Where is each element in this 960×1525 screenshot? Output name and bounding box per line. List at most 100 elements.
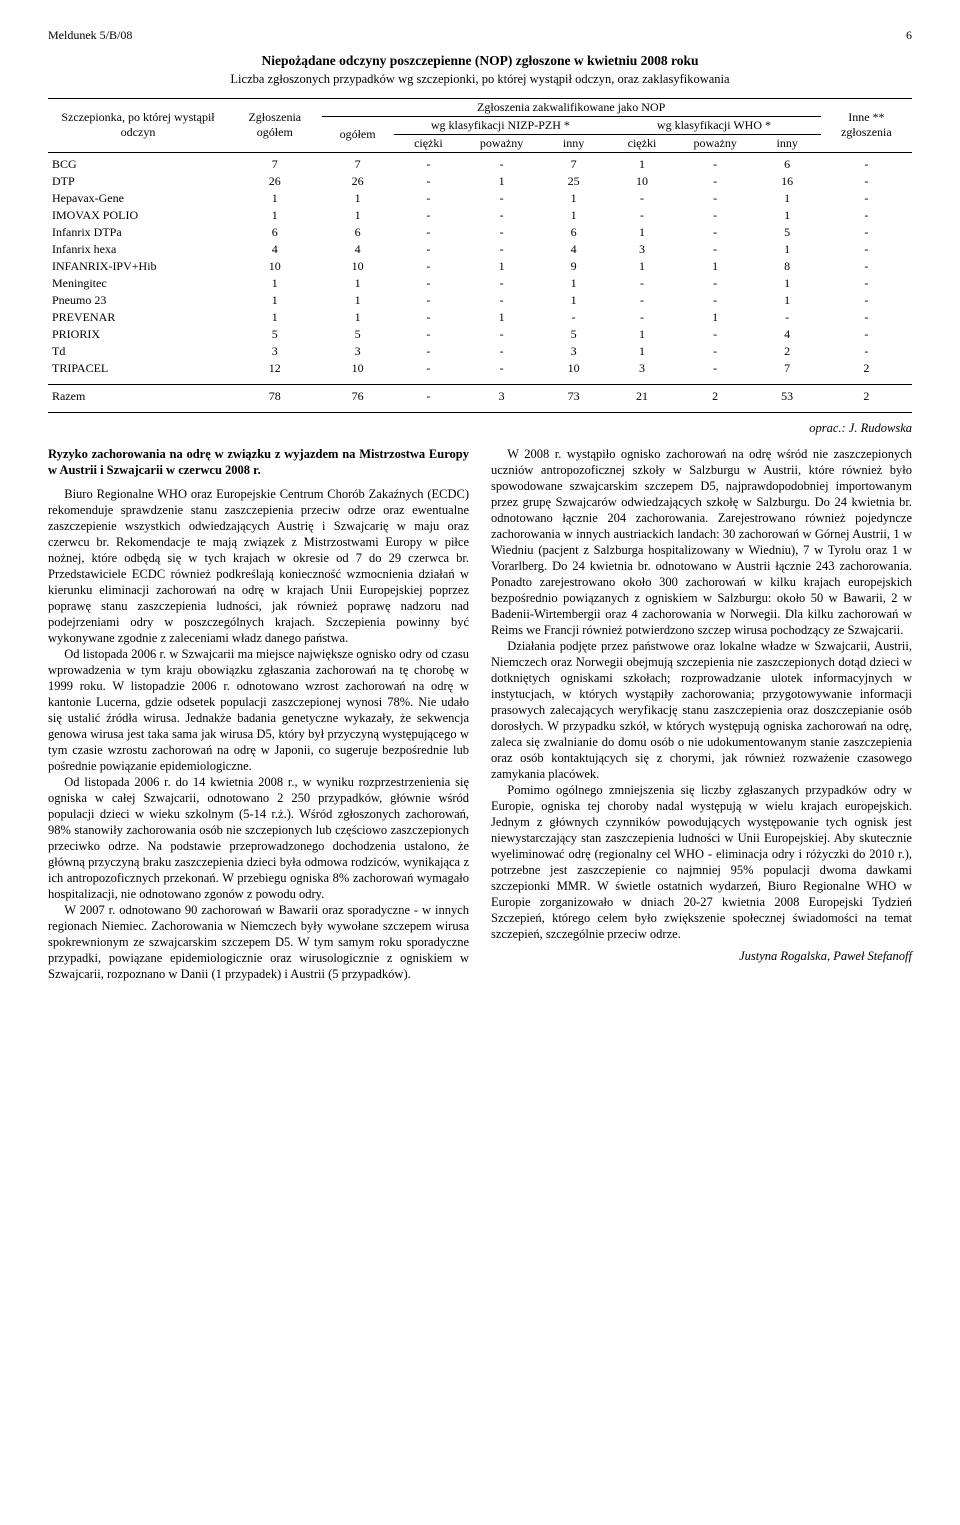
- table-cell: 3: [540, 343, 607, 360]
- table-total-cell: 21: [607, 385, 677, 408]
- table-cell: 25: [540, 173, 607, 190]
- table-total-cell: 2: [821, 385, 912, 408]
- article-title: Ryzyko zachorowania na odrę w związku z …: [48, 446, 469, 478]
- table-total-row: Razem7876-373212532: [48, 385, 912, 408]
- table-cell: -: [463, 241, 540, 258]
- table-cell: 6: [322, 224, 394, 241]
- table-cell: -: [394, 207, 464, 224]
- table-cell: 3: [607, 241, 677, 258]
- table-row: Hepavax-Gene11--1--1-: [48, 190, 912, 207]
- table-cell: Infanrix DTPa: [48, 224, 228, 241]
- th-powazny1: poważny: [463, 134, 540, 152]
- table-cell: -: [677, 343, 754, 360]
- table-cell: -: [463, 152, 540, 173]
- article-p4: W 2007 r. odnotowano 90 zachorowań w Baw…: [48, 902, 469, 982]
- table-cell: -: [821, 292, 912, 309]
- table-cell: 26: [322, 173, 394, 190]
- table-cell: 1: [228, 207, 322, 224]
- table-row: INFANRIX-IPV+Hib1010-19118-: [48, 258, 912, 275]
- table-cell: 1: [754, 292, 821, 309]
- table-cell: -: [463, 275, 540, 292]
- table-cell: 7: [228, 152, 322, 173]
- table-cell: -: [394, 275, 464, 292]
- table-cell: 4: [228, 241, 322, 258]
- table-cell: -: [821, 275, 912, 292]
- table-cell: 6: [540, 224, 607, 241]
- table-cell: 1: [754, 190, 821, 207]
- table-cell: BCG: [48, 152, 228, 173]
- nop-table: Szczepionka, po której wystąpił odczyn Z…: [48, 98, 912, 380]
- table-cell: 7: [540, 152, 607, 173]
- table-cell: 10: [607, 173, 677, 190]
- table-cell: -: [821, 241, 912, 258]
- table-cell: -: [677, 173, 754, 190]
- table-cell: -: [540, 309, 607, 326]
- table-cell: 1: [540, 292, 607, 309]
- table-row: IMOVAX POLIO11--1--1-: [48, 207, 912, 224]
- running-head: Meldunek 5/B/08 6: [48, 28, 912, 43]
- table-cell: -: [677, 190, 754, 207]
- table-cell: -: [607, 292, 677, 309]
- table-cell: Meningitec: [48, 275, 228, 292]
- table-cell: 5: [228, 326, 322, 343]
- table-cell: -: [821, 309, 912, 326]
- table-cell: 5: [540, 326, 607, 343]
- running-head-page: 6: [906, 28, 912, 43]
- table-cell: 1: [463, 258, 540, 275]
- th-ogolem: ogółem: [322, 116, 394, 152]
- table-cell: -: [677, 275, 754, 292]
- table-cell: 1: [322, 275, 394, 292]
- table-row: TRIPACEL1210--103-72: [48, 360, 912, 380]
- table-cell: -: [677, 326, 754, 343]
- table-cell: -: [394, 292, 464, 309]
- table-row: Meningitec11--1--1-: [48, 275, 912, 292]
- th-inne: Inne ** zgłoszenia: [821, 98, 912, 152]
- table-cell: PREVENAR: [48, 309, 228, 326]
- table-row: PREVENAR11-1--1--: [48, 309, 912, 326]
- table-total-cell: 78: [228, 385, 322, 408]
- table-cell: -: [394, 152, 464, 173]
- running-head-left: Meldunek 5/B/08: [48, 28, 132, 43]
- article-p7: Pomimo ogólnego zmniejszenia się liczby …: [491, 782, 912, 942]
- table-cell: TRIPACEL: [48, 360, 228, 380]
- table-cell: 1: [540, 207, 607, 224]
- article-columns: Ryzyko zachorowania na odrę w związku z …: [48, 446, 912, 982]
- table-cell: 1: [228, 292, 322, 309]
- table-cell: 2: [821, 360, 912, 380]
- table-cell: -: [821, 152, 912, 173]
- table-cell: Hepavax-Gene: [48, 190, 228, 207]
- table-cell: -: [394, 241, 464, 258]
- table-cell: -: [463, 326, 540, 343]
- table-cell: 5: [322, 326, 394, 343]
- table-cell: -: [463, 360, 540, 380]
- table-cell: -: [463, 190, 540, 207]
- table-cell: -: [607, 309, 677, 326]
- table-cell: 10: [322, 258, 394, 275]
- table-cell: 9: [540, 258, 607, 275]
- table-cell: 3: [607, 360, 677, 380]
- table-cell: -: [463, 207, 540, 224]
- table-cell: -: [821, 258, 912, 275]
- table-cell: 8: [754, 258, 821, 275]
- th-szczepionka: Szczepionka, po której wystąpił odczyn: [48, 98, 228, 152]
- table-cell: 1: [607, 326, 677, 343]
- table-cell: 3: [228, 343, 322, 360]
- table-cell: -: [677, 292, 754, 309]
- table-row: Infanrix hexa44--43-1-: [48, 241, 912, 258]
- table-cell: DTP: [48, 173, 228, 190]
- table-rule-bottom: [48, 412, 912, 413]
- table-cell: -: [821, 190, 912, 207]
- table-cell: -: [394, 309, 464, 326]
- table-cell: -: [821, 173, 912, 190]
- table-cell: -: [821, 326, 912, 343]
- table-total-cell: 2: [677, 385, 754, 408]
- table-cell: 5: [754, 224, 821, 241]
- th-zgl-ogolem: Zgłoszenia ogółem: [228, 98, 322, 152]
- th-inny2: inny: [754, 134, 821, 152]
- th-ciezki1: ciężki: [394, 134, 464, 152]
- table-cell: -: [463, 343, 540, 360]
- table-cell: Infanrix hexa: [48, 241, 228, 258]
- th-ciezki2: ciężki: [607, 134, 677, 152]
- table-cell: 10: [540, 360, 607, 380]
- table-cell: -: [463, 292, 540, 309]
